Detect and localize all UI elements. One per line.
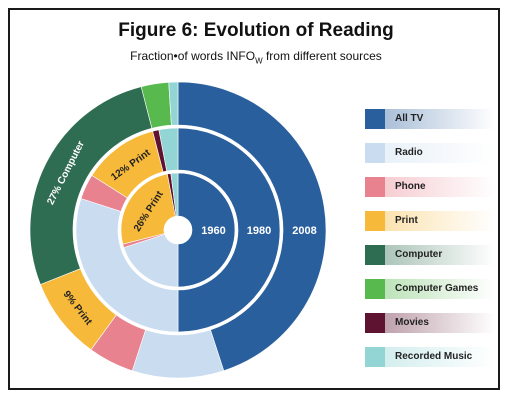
legend-label: Computer xyxy=(395,249,443,260)
chart-subtitle: Fraction•of words INFOW from different s… xyxy=(0,49,512,65)
legend-swatch xyxy=(365,143,385,163)
ring-separator-1 xyxy=(118,170,238,290)
subtitle-subscript: W xyxy=(255,56,263,66)
legend-item-computer-games: Computer Games xyxy=(365,279,495,299)
legend-swatch xyxy=(365,347,385,367)
legend-band xyxy=(385,245,495,265)
slice-1960-recorded-music xyxy=(170,172,179,217)
legend-label: Recorded Music xyxy=(395,351,473,362)
legend-band xyxy=(385,279,495,299)
slice-2008-radio xyxy=(131,329,225,379)
slice-1960-radio xyxy=(123,233,179,288)
legend-band xyxy=(385,347,495,367)
ring-separator-2 xyxy=(73,125,283,335)
legend-label: Phone xyxy=(395,181,426,192)
ring-label-2008: 2008 xyxy=(292,225,316,237)
legend-swatch xyxy=(365,245,385,265)
legend-item-phone: Phone xyxy=(365,177,495,197)
legend-swatch xyxy=(365,211,385,231)
legend-label: Radio xyxy=(395,147,423,158)
legend-item-radio: Radio xyxy=(365,143,495,163)
subtitle-tail: from different sources xyxy=(262,49,382,63)
ring-label-1960: 1960 xyxy=(201,225,225,237)
ring-label-1980: 1980 xyxy=(247,225,271,237)
legend-label: All TV xyxy=(395,113,424,124)
legend-band xyxy=(385,109,495,129)
legend-swatch xyxy=(365,279,385,299)
legend-band xyxy=(385,143,495,163)
legend-item-recorded-music: Recorded Music xyxy=(365,347,495,367)
legend-swatch xyxy=(365,109,385,129)
legend-label: Movies xyxy=(395,317,429,328)
legend-label: Computer Games xyxy=(395,283,479,294)
chart-title: Figure 6: Evolution of Reading xyxy=(118,20,394,41)
legend-item-print: Print xyxy=(365,211,495,231)
legend-item-all-tv: All TV xyxy=(365,109,495,129)
slice-1960-all-tv xyxy=(177,172,236,288)
slice-1960-print xyxy=(120,173,176,245)
donut-hole xyxy=(166,218,190,242)
legend-item-computer: Computer xyxy=(365,245,495,265)
legend-label: Print xyxy=(395,215,418,226)
subtitle-main: Fraction•of words INFO xyxy=(130,49,256,63)
legend-band xyxy=(385,211,495,231)
legend-band xyxy=(385,177,495,197)
legend-swatch xyxy=(365,313,385,333)
legend-item-movies: Movies xyxy=(365,313,495,333)
legend-swatch xyxy=(365,177,385,197)
legend-band xyxy=(385,313,495,333)
